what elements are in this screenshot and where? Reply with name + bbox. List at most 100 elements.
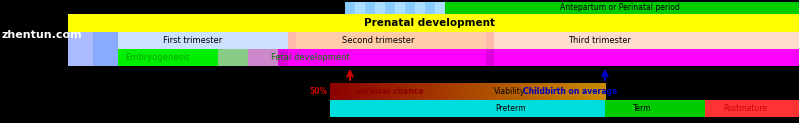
- Bar: [453, 83, 455, 100]
- Bar: [491, 83, 492, 100]
- Bar: [415, 83, 416, 100]
- Bar: [435, 2, 445, 14]
- Bar: [440, 83, 442, 100]
- Text: Viability: Viability: [495, 87, 526, 96]
- Bar: [541, 83, 542, 100]
- Bar: [445, 83, 447, 100]
- Bar: [525, 83, 527, 100]
- Bar: [577, 83, 578, 100]
- Bar: [547, 83, 549, 100]
- Bar: [591, 83, 593, 100]
- Bar: [599, 83, 601, 100]
- Bar: [458, 83, 459, 100]
- Bar: [524, 83, 526, 100]
- Bar: [537, 83, 539, 100]
- Bar: [409, 83, 411, 100]
- Bar: [471, 83, 473, 100]
- Bar: [420, 83, 422, 100]
- Bar: [68, 49, 93, 66]
- Bar: [486, 32, 494, 49]
- Bar: [523, 83, 525, 100]
- Bar: [431, 83, 432, 100]
- Bar: [570, 83, 571, 100]
- Bar: [467, 83, 468, 100]
- Bar: [368, 83, 369, 100]
- Bar: [356, 83, 357, 100]
- Bar: [504, 83, 505, 100]
- Bar: [585, 83, 586, 100]
- Bar: [472, 83, 474, 100]
- Bar: [416, 83, 418, 100]
- Bar: [466, 83, 467, 100]
- Bar: [426, 83, 427, 100]
- Bar: [548, 83, 550, 100]
- Bar: [340, 83, 341, 100]
- Bar: [457, 83, 459, 100]
- Text: Preterm: Preterm: [495, 104, 525, 113]
- Bar: [520, 83, 522, 100]
- Bar: [507, 83, 509, 100]
- Bar: [593, 83, 594, 100]
- Bar: [346, 83, 347, 100]
- Bar: [345, 2, 355, 14]
- Bar: [582, 83, 583, 100]
- Bar: [396, 83, 398, 100]
- Bar: [278, 49, 288, 66]
- Bar: [598, 83, 599, 100]
- Bar: [565, 83, 566, 100]
- Bar: [560, 83, 562, 100]
- Bar: [550, 83, 551, 100]
- Bar: [439, 83, 440, 100]
- Bar: [579, 83, 581, 100]
- Bar: [456, 83, 458, 100]
- Bar: [484, 83, 486, 100]
- Bar: [411, 83, 413, 100]
- Bar: [68, 32, 93, 49]
- Bar: [425, 83, 426, 100]
- Bar: [555, 83, 556, 100]
- Bar: [528, 83, 529, 100]
- Bar: [383, 83, 384, 100]
- Bar: [489, 83, 491, 100]
- Text: Antepartum or Perinatal period: Antepartum or Perinatal period: [560, 3, 680, 13]
- Bar: [455, 83, 456, 100]
- Bar: [519, 83, 520, 100]
- Bar: [530, 83, 531, 100]
- Bar: [387, 83, 388, 100]
- Bar: [575, 83, 577, 100]
- Bar: [351, 83, 352, 100]
- Bar: [405, 83, 407, 100]
- Bar: [493, 83, 495, 100]
- Bar: [501, 83, 503, 100]
- Bar: [403, 83, 404, 100]
- Bar: [470, 83, 471, 100]
- Bar: [347, 83, 348, 100]
- Bar: [451, 83, 453, 100]
- Bar: [335, 83, 336, 100]
- Bar: [452, 83, 454, 100]
- Bar: [423, 83, 425, 100]
- Bar: [366, 83, 368, 100]
- Bar: [543, 83, 544, 100]
- Bar: [362, 83, 364, 100]
- Bar: [364, 83, 365, 100]
- Bar: [373, 83, 375, 100]
- Bar: [423, 83, 424, 100]
- Bar: [481, 83, 483, 100]
- Bar: [464, 83, 466, 100]
- Bar: [365, 2, 375, 14]
- Bar: [447, 83, 449, 100]
- Bar: [480, 83, 481, 100]
- Bar: [539, 83, 540, 100]
- Bar: [526, 83, 527, 100]
- Bar: [428, 83, 430, 100]
- Bar: [529, 83, 531, 100]
- Bar: [368, 83, 370, 100]
- Bar: [422, 83, 423, 100]
- Bar: [479, 83, 480, 100]
- Bar: [592, 83, 594, 100]
- Bar: [397, 83, 399, 100]
- Bar: [441, 83, 443, 100]
- Bar: [495, 83, 497, 100]
- Bar: [508, 83, 510, 100]
